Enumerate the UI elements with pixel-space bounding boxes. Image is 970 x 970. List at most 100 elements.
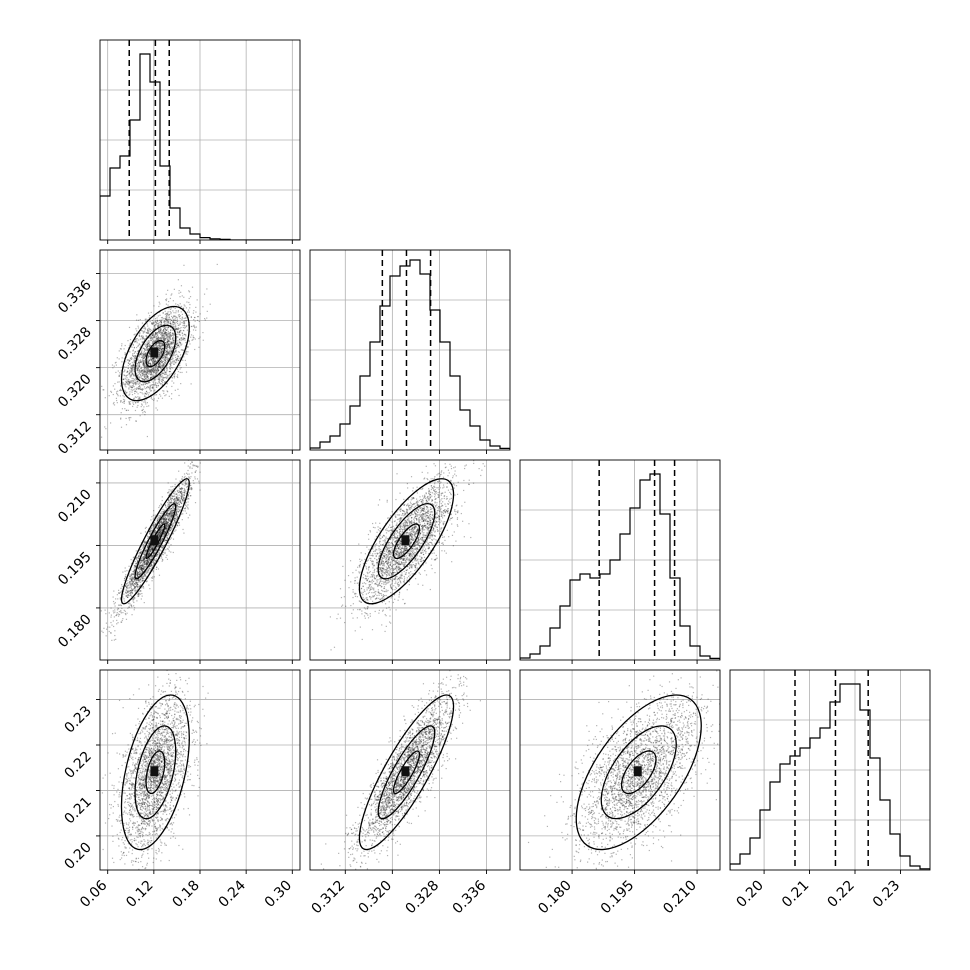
- scatter-point: [165, 371, 167, 373]
- scatter-point: [133, 359, 135, 361]
- scatter-point: [146, 357, 148, 359]
- scatter-point: [166, 526, 168, 528]
- scatter-point: [163, 356, 165, 358]
- scatter-point: [167, 344, 169, 346]
- scatter-point: [151, 567, 153, 569]
- scatter-point: [167, 492, 169, 494]
- scatter-point: [170, 527, 172, 529]
- scatter-point: [177, 303, 179, 306]
- scatter-point: [136, 575, 139, 577]
- scatter-point: [160, 341, 162, 343]
- scatter-point: [139, 361, 142, 363]
- scatter-point: [163, 525, 165, 527]
- scatter-point: [163, 511, 165, 513]
- scatter-point: [132, 344, 134, 346]
- scatter-point: [174, 530, 176, 532]
- scatter-point: [159, 531, 161, 533]
- scatter-point: [137, 404, 139, 407]
- scatter-point: [159, 342, 161, 344]
- scatter-point: [162, 532, 165, 534]
- scatter-point: [112, 367, 114, 369]
- scatter-point: [142, 364, 144, 366]
- scatter-point: [178, 489, 180, 492]
- scatter-point: [127, 409, 130, 411]
- scatter-point: [168, 353, 170, 355]
- scatter-point: [142, 570, 144, 572]
- scatter-point: [170, 524, 173, 526]
- scatter-point: [133, 598, 135, 601]
- scatter-point: [161, 378, 164, 380]
- scatter-point: [155, 333, 157, 335]
- scatter-point: [143, 362, 145, 364]
- scatter-point: [169, 338, 172, 340]
- scatter-point: [158, 526, 160, 528]
- scatter-point: [147, 363, 149, 365]
- scatter-point: [166, 350, 168, 353]
- scatter-point: [138, 370, 140, 372]
- scatter-point: [155, 548, 157, 550]
- scatter-point: [136, 374, 138, 376]
- scatter-point: [140, 572, 142, 574]
- scatter-point: [188, 476, 190, 478]
- scatter-point: [173, 374, 176, 376]
- scatter-point: [149, 345, 151, 348]
- scatter-point: [131, 358, 133, 360]
- scatter-point: [179, 357, 181, 359]
- scatter-point: [150, 358, 153, 360]
- scatter-point: [166, 350, 168, 352]
- scatter-point: [173, 375, 175, 377]
- scatter-point: [155, 324, 157, 326]
- scatter-point: [141, 388, 144, 390]
- scatter-point: [145, 550, 147, 552]
- scatter-point: [143, 574, 145, 576]
- scatter-point: [133, 370, 135, 372]
- scatter-point: [162, 336, 164, 338]
- scatter-point: [197, 315, 199, 318]
- scatter-point: [116, 357, 118, 359]
- scatter-point: [132, 372, 134, 374]
- scatter-point: [126, 391, 128, 393]
- scatter-point: [153, 363, 155, 365]
- scatter-point: [161, 529, 164, 532]
- scatter-point: [136, 381, 138, 383]
- scatter-point: [144, 527, 147, 529]
- scatter-point: [168, 518, 170, 520]
- scatter-point: [140, 353, 142, 355]
- scatter-point: [134, 566, 136, 568]
- scatter-point: [162, 312, 164, 314]
- scatter-point: [171, 514, 173, 517]
- scatter-point: [187, 494, 189, 496]
- scatter-point: [149, 372, 151, 374]
- scatter-point: [170, 490, 172, 493]
- scatter-point: [168, 335, 170, 337]
- scatter-point: [166, 502, 169, 504]
- scatter-point: [174, 348, 177, 350]
- scatter-point: [168, 395, 170, 397]
- scatter-point: [169, 341, 171, 343]
- scatter-point: [160, 343, 162, 345]
- scatter-point: [156, 400, 158, 402]
- scatter-point: [120, 384, 122, 386]
- scatter-point: [164, 359, 166, 361]
- scatter-point: [151, 377, 153, 379]
- scatter-point: [165, 346, 167, 348]
- scatter-point: [158, 362, 160, 364]
- scatter-point: [152, 556, 154, 558]
- scatter-point: [134, 586, 136, 589]
- scatter-point: [147, 332, 149, 334]
- scatter-point: [146, 383, 149, 385]
- scatter-point: [148, 392, 150, 394]
- scatter-point: [143, 364, 145, 366]
- scatter-point: [157, 528, 159, 530]
- scatter-point: [162, 350, 164, 352]
- scatter-point: [134, 333, 136, 335]
- scatter-point: [144, 575, 146, 577]
- scatter-point: [125, 618, 128, 620]
- scatter-point: [151, 556, 153, 558]
- scatter-point: [165, 335, 167, 337]
- scatter-point: [195, 465, 198, 467]
- scatter-point: [183, 477, 185, 479]
- scatter-point: [124, 383, 126, 385]
- scatter-point: [161, 316, 164, 319]
- scatter-point: [131, 573, 133, 575]
